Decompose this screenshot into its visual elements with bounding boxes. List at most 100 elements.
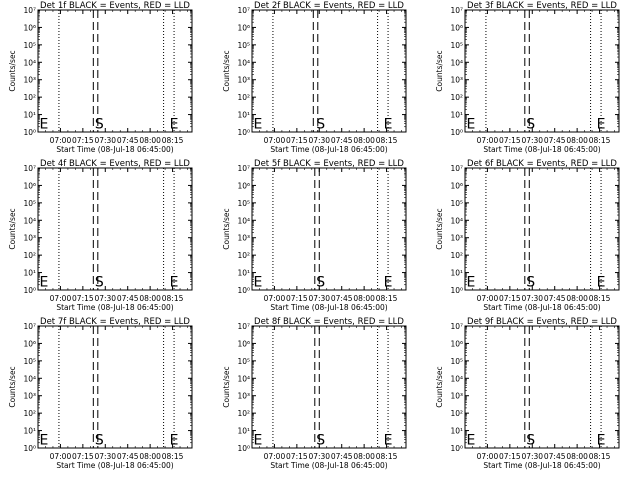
plot-frame: [464, 167, 620, 291]
panel-title: Det 2f BLACK = Events, RED = LLD: [254, 1, 404, 11]
y-tick-label: 10³: [450, 76, 463, 85]
y-tick-label: 10⁴: [450, 216, 463, 225]
x-tick-label: 07:45: [117, 452, 139, 461]
end-marker: E: [384, 117, 393, 133]
y-tick-label: 10⁴: [237, 216, 250, 225]
x-axis-label: Start Time (08-Jul-18 06:45:00): [270, 461, 387, 470]
plot-frame: [251, 325, 407, 449]
y-axis-label: Counts/sec: [435, 366, 444, 407]
x-tick-label: 08:15: [162, 452, 184, 461]
x-tick-label: 07:30: [308, 136, 330, 145]
x-tick-label: 07:45: [544, 294, 566, 303]
plot-frame: [464, 9, 620, 133]
x-tick-label: 07:45: [544, 136, 566, 145]
y-tick-label: 10⁶: [450, 339, 463, 348]
x-tick-label: 07:45: [331, 452, 353, 461]
y-tick-label: 10³: [237, 234, 250, 243]
start-marker: S: [526, 275, 535, 291]
y-tick-label: 10⁰: [450, 128, 463, 137]
y-tick-label: 10⁷: [23, 6, 36, 15]
y-tick-label: 10⁷: [450, 322, 463, 331]
y-tick-label: 10⁷: [23, 322, 36, 331]
x-tick-label: 08:00: [139, 452, 161, 461]
x-tick-label: 07:30: [94, 136, 116, 145]
y-tick-label: 10⁶: [23, 23, 36, 32]
x-tick-label: 07:30: [308, 294, 330, 303]
y-tick-label: 10²: [23, 251, 36, 260]
x-tick-label: 07:00: [50, 294, 72, 303]
y-tick-label: 10⁰: [237, 128, 250, 137]
y-tick-label: 10³: [450, 234, 463, 243]
y-tick-label: 10¹: [237, 111, 250, 120]
y-tick-label: 10¹: [23, 111, 36, 120]
panel-title: Det 8f BLACK = Events, RED = LLD: [254, 317, 404, 327]
start-marker: S: [316, 117, 325, 133]
x-tick-label: 07:15: [286, 136, 308, 145]
y-tick-label: 10⁵: [23, 41, 36, 50]
x-tick-label: 07:00: [477, 136, 499, 145]
y-tick-label: 10⁶: [450, 181, 463, 190]
start-marker: S: [95, 275, 104, 291]
y-axis-label: Counts/sec: [222, 366, 231, 407]
y-tick-label: 10¹: [23, 269, 36, 278]
y-tick-label: 10⁵: [237, 357, 250, 366]
panel-9: Det 9f BLACK = Events, RED = LLD 10⁰ 10¹ 10…: [435, 317, 620, 470]
y-tick-label: 10¹: [237, 269, 250, 278]
end-marker: E: [253, 433, 262, 449]
x-tick-label: 08:00: [566, 294, 588, 303]
end-marker: E: [466, 433, 475, 449]
x-tick-label: 07:00: [264, 452, 286, 461]
start-marker: S: [95, 433, 104, 449]
x-tick-label: 07:00: [50, 136, 72, 145]
y-tick-label: 10²: [450, 93, 463, 102]
panel-title: Det 1f BLACK = Events, RED = LLD: [40, 1, 190, 11]
x-axis-label: Start Time (08-Jul-18 06:45:00): [483, 145, 600, 154]
x-tick-label: 07:00: [50, 452, 72, 461]
x-tick-label: 07:45: [117, 136, 139, 145]
plot-frame: [251, 167, 407, 291]
x-tick-label: 07:30: [94, 294, 116, 303]
panel-title: Det 3f BLACK = Events, RED = LLD: [467, 1, 617, 11]
y-tick-label: 10⁵: [450, 357, 463, 366]
y-tick-label: 10⁴: [450, 58, 463, 67]
y-tick-label: 10⁴: [450, 374, 463, 383]
panel-3: Det 3f BLACK = Events, RED = LLD 10⁰ 10¹ 10…: [435, 1, 620, 154]
x-tick-label: 08:15: [589, 452, 611, 461]
y-tick-label: 10⁵: [23, 199, 36, 208]
end-marker: E: [170, 117, 179, 133]
start-marker: S: [526, 433, 535, 449]
y-tick-label: 10⁶: [237, 339, 250, 348]
x-tick-label: 07:15: [499, 136, 521, 145]
y-tick-label: 10⁰: [23, 286, 36, 295]
y-tick-label: 10⁰: [450, 444, 463, 453]
y-tick-label: 10¹: [237, 427, 250, 436]
x-tick-label: 07:45: [331, 294, 353, 303]
start-marker: S: [95, 117, 104, 133]
y-tick-label: 10³: [450, 392, 463, 401]
y-axis-label: Counts/sec: [8, 366, 17, 407]
x-tick-label: 08:15: [589, 294, 611, 303]
y-tick-label: 10⁰: [23, 444, 36, 453]
y-tick-label: 10⁶: [23, 181, 36, 190]
end-marker: E: [39, 117, 48, 133]
panel-8: Det 8f BLACK = Events, RED = LLD 10⁰ 10¹ 10…: [222, 317, 407, 470]
y-tick-label: 10⁵: [23, 357, 36, 366]
y-tick-label: 10⁰: [450, 286, 463, 295]
end-marker: E: [597, 117, 606, 133]
y-axis-label: Counts/sec: [8, 208, 17, 249]
y-tick-label: 10³: [23, 76, 36, 85]
y-tick-label: 10²: [237, 93, 250, 102]
x-tick-label: 08:00: [353, 452, 375, 461]
x-tick-label: 08:00: [139, 136, 161, 145]
y-tick-label: 10³: [237, 76, 250, 85]
x-tick-label: 08:00: [353, 136, 375, 145]
x-tick-label: 07:00: [477, 294, 499, 303]
y-tick-label: 10⁶: [450, 23, 463, 32]
y-tick-label: 10⁰: [237, 444, 250, 453]
panel-title: Det 4f BLACK = Events, RED = LLD: [40, 159, 190, 169]
plot-frame: [37, 167, 193, 291]
y-tick-label: 10³: [23, 392, 36, 401]
y-axis-label: Counts/sec: [435, 208, 444, 249]
y-axis-label: Counts/sec: [435, 50, 444, 91]
